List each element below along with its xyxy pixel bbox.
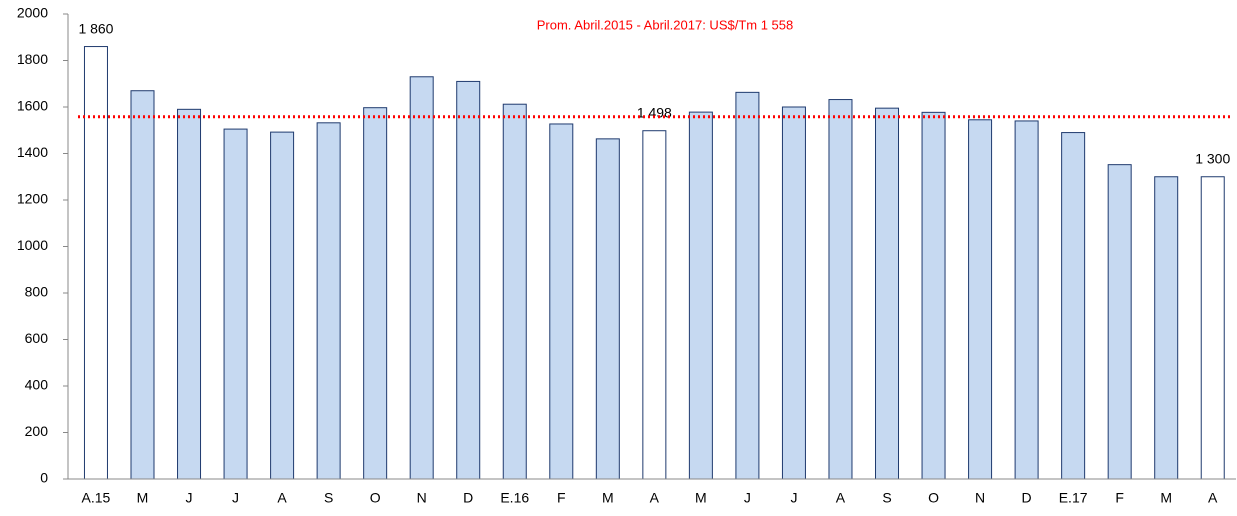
bar	[83, 46, 108, 480]
bar	[921, 111, 946, 480]
x-tick-label: O	[370, 490, 381, 506]
bar	[177, 108, 202, 480]
bar	[875, 107, 900, 480]
bar	[828, 99, 853, 480]
bar	[642, 130, 667, 480]
x-tick-label: S	[324, 490, 333, 506]
x-tick-label: F	[1115, 490, 1124, 506]
x-tick-label: O	[928, 490, 939, 506]
y-tick-label: 400	[25, 377, 49, 393]
bar	[688, 111, 713, 480]
bar	[595, 138, 620, 480]
y-tick-label: 1800	[17, 51, 48, 67]
x-tick-label: M	[602, 490, 614, 506]
bar	[316, 122, 341, 480]
reference-label: Prom. Abril.2015 - Abril.2017: US$/Tm 1 …	[537, 17, 794, 32]
bar	[968, 119, 993, 480]
x-tick-label: N	[417, 490, 427, 506]
x-tick-label: A	[836, 490, 846, 506]
bar	[735, 91, 760, 480]
x-tick-label: A	[277, 490, 287, 506]
x-tick-label: F	[557, 490, 566, 506]
bar	[781, 106, 806, 480]
x-tick-label: N	[975, 490, 985, 506]
bar	[1200, 176, 1225, 480]
x-tick-label: S	[882, 490, 891, 506]
y-tick-label: 0	[40, 470, 48, 486]
x-tick-label: A	[650, 490, 660, 506]
x-tick-label: M	[1160, 490, 1172, 506]
bar	[1107, 164, 1132, 480]
x-tick-label: M	[137, 490, 149, 506]
y-tick-label: 600	[25, 330, 49, 346]
y-tick-label: 1600	[17, 98, 48, 114]
x-tick-label: J	[232, 490, 239, 506]
bar	[409, 76, 434, 480]
x-tick-label: A.15	[82, 490, 111, 506]
value-label: 1 300	[1195, 150, 1230, 166]
x-tick-label: E.16	[500, 490, 529, 506]
y-tick-label: 2000	[17, 5, 48, 21]
bar	[223, 128, 248, 480]
x-tick-label: E.17	[1059, 490, 1088, 506]
y-tick-label: 1000	[17, 237, 48, 253]
x-tick-label: M	[695, 490, 707, 506]
x-tick-label: J	[744, 490, 751, 506]
bar	[502, 103, 527, 480]
bar	[363, 107, 388, 480]
bar	[549, 123, 574, 480]
bar	[1154, 176, 1179, 480]
x-tick-label: J	[790, 490, 797, 506]
bar	[130, 90, 155, 480]
bar	[1014, 120, 1039, 480]
y-tick-label: 1400	[17, 144, 48, 160]
y-tick-label: 200	[25, 423, 49, 439]
y-tick-label: 1200	[17, 191, 48, 207]
y-tick-label: 800	[25, 284, 49, 300]
bar	[1061, 132, 1086, 480]
x-tick-label: D	[463, 490, 473, 506]
bar	[456, 80, 481, 480]
bar	[270, 131, 295, 480]
value-label: 1 860	[78, 20, 113, 36]
x-tick-label: J	[186, 490, 193, 506]
x-tick-label: D	[1022, 490, 1032, 506]
x-tick-label: A	[1208, 490, 1218, 506]
